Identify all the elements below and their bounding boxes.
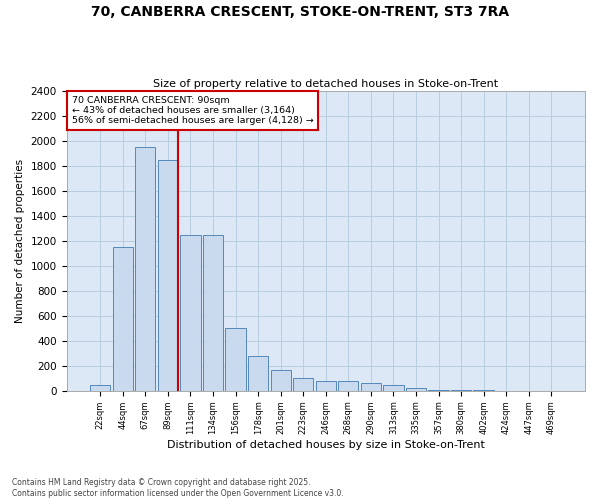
Bar <box>316 381 336 391</box>
Bar <box>338 381 358 391</box>
X-axis label: Distribution of detached houses by size in Stoke-on-Trent: Distribution of detached houses by size … <box>167 440 485 450</box>
Bar <box>406 388 426 391</box>
Bar <box>158 160 178 391</box>
Text: 70 CANBERRA CRESCENT: 90sqm
← 43% of detached houses are smaller (3,164)
56% of : 70 CANBERRA CRESCENT: 90sqm ← 43% of det… <box>72 96 313 126</box>
Bar <box>203 235 223 391</box>
Bar <box>113 248 133 391</box>
Text: 70, CANBERRA CRESCENT, STOKE-ON-TRENT, ST3 7RA: 70, CANBERRA CRESCENT, STOKE-ON-TRENT, S… <box>91 5 509 19</box>
Bar <box>383 384 404 391</box>
Bar <box>451 390 471 391</box>
Bar <box>293 378 313 391</box>
Bar <box>226 328 246 391</box>
Text: Contains HM Land Registry data © Crown copyright and database right 2025.
Contai: Contains HM Land Registry data © Crown c… <box>12 478 344 498</box>
Bar <box>271 370 291 391</box>
Bar <box>90 384 110 391</box>
Bar <box>361 384 381 391</box>
Bar <box>248 356 268 391</box>
Bar <box>135 148 155 391</box>
Bar <box>428 390 449 391</box>
Title: Size of property relative to detached houses in Stoke-on-Trent: Size of property relative to detached ho… <box>153 79 499 89</box>
Bar <box>181 235 200 391</box>
Y-axis label: Number of detached properties: Number of detached properties <box>15 159 25 323</box>
